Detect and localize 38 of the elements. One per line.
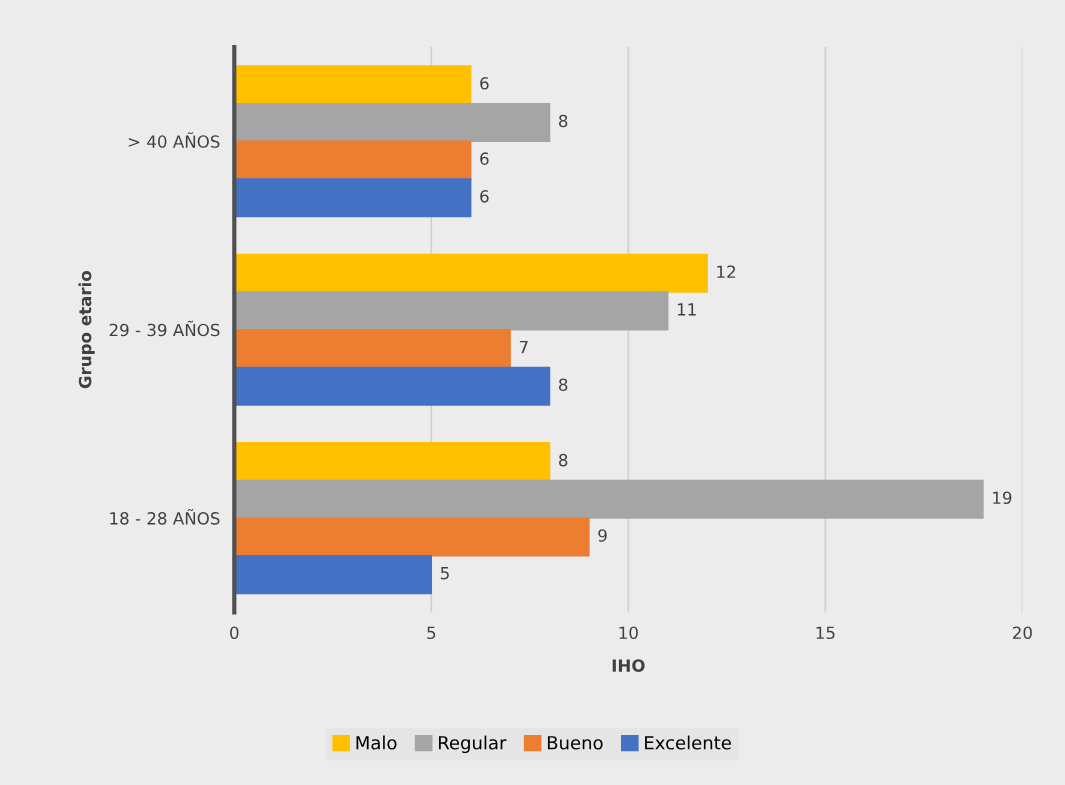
bar [234, 366, 551, 406]
legend-label: Bueno [547, 736, 603, 750]
x-tick-label: 5 [427, 626, 436, 640]
bar [234, 65, 472, 105]
data-label: 12 [717, 265, 736, 278]
y-axis-title: Grupo etario [78, 270, 95, 389]
bar [234, 291, 669, 331]
bar [234, 442, 551, 482]
x-tick-label: 10 [619, 626, 638, 640]
legend-label: Excelente [645, 735, 731, 750]
legend-label: Regular [438, 735, 507, 754]
bar [234, 102, 551, 142]
bar [234, 479, 984, 519]
x-tick-label: 0 [230, 626, 239, 640]
data-label: 11 [677, 303, 696, 316]
x-tick-label: 20 [1013, 626, 1032, 640]
y-tick-label: 29 - 39 AÑOS [109, 320, 220, 337]
data-label: 8 [559, 378, 568, 392]
bar [234, 140, 472, 180]
bar [234, 329, 511, 369]
data-label: 5 [440, 567, 449, 580]
data-label: 6 [480, 152, 489, 165]
data-label: 7 [519, 340, 528, 354]
x-axis-title: IHO [612, 659, 645, 672]
data-label: 9 [598, 529, 607, 542]
bar [234, 517, 590, 557]
data-label: 6 [480, 190, 489, 203]
bar [234, 178, 472, 218]
legend-label: Malo [356, 735, 397, 750]
x-tick-label: 15 [816, 626, 835, 640]
bar [234, 555, 433, 595]
y-tick-label: > 40 AÑOS [128, 132, 220, 148]
data-label: 8 [559, 114, 568, 128]
data-label: 6 [480, 77, 489, 90]
data-label: 8 [559, 453, 568, 467]
data-label: 19 [993, 491, 1012, 505]
y-tick-label: 18 - 28 AÑOS [110, 509, 220, 525]
bar [234, 253, 708, 293]
